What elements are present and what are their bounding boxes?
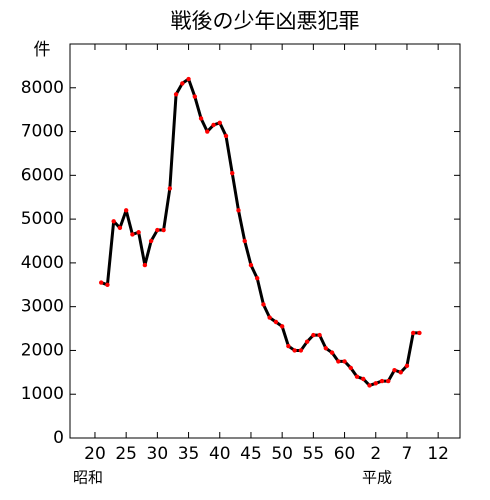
data-point <box>130 232 135 237</box>
data-point <box>248 262 254 268</box>
y-tick-label: 1000 <box>21 384 64 404</box>
data-line <box>100 77 420 387</box>
data-point <box>292 348 297 353</box>
data-point <box>198 116 204 121</box>
era-label: 昭和 <box>73 469 103 487</box>
data-point <box>211 122 216 128</box>
data-point <box>180 81 185 86</box>
data-point <box>361 376 366 382</box>
data-point <box>255 276 260 281</box>
data-point <box>148 238 154 244</box>
x-tick-label: 12 <box>427 444 449 464</box>
data-point <box>161 227 166 233</box>
data-point <box>155 227 160 233</box>
x-tick-label: 35 <box>178 444 200 464</box>
y-tick-label: 3000 <box>21 297 64 317</box>
data-point <box>267 315 272 320</box>
x-tick-label: 2 <box>370 444 381 464</box>
x-tick-label: 7 <box>402 444 413 464</box>
data-point <box>223 133 229 139</box>
data-point <box>242 238 247 244</box>
data-point <box>329 350 335 355</box>
era-label: 平成 <box>362 469 392 487</box>
data-point <box>136 230 141 235</box>
x-tick-label: 30 <box>147 444 169 464</box>
data-point <box>111 219 116 224</box>
data-point <box>236 208 241 213</box>
x-tick-label: 20 <box>84 444 106 464</box>
data-point <box>354 374 360 379</box>
x-tick-label: 50 <box>271 444 293 464</box>
x-tick-label: 55 <box>303 444 325 464</box>
data-point <box>230 170 235 176</box>
data-point <box>192 94 197 99</box>
data-point <box>117 225 123 231</box>
data-point <box>317 332 322 338</box>
data-point <box>379 378 385 384</box>
data-point <box>279 324 285 329</box>
y-tick-label: 5000 <box>21 209 64 229</box>
data-point <box>411 330 416 336</box>
data-point <box>373 381 378 386</box>
x-tick-label: 45 <box>240 444 262 464</box>
data-point <box>123 208 129 213</box>
data-point <box>417 330 422 336</box>
data-point <box>304 339 310 344</box>
data-point <box>348 365 353 371</box>
data-point <box>286 343 291 349</box>
data-point <box>142 262 148 268</box>
y-tick-label: 6000 <box>21 165 64 185</box>
data-point <box>404 363 410 368</box>
x-tick-label: 60 <box>334 444 356 464</box>
data-point <box>386 378 391 384</box>
data-point <box>398 370 403 375</box>
data-point <box>336 359 341 364</box>
data-point <box>99 280 104 285</box>
data-point <box>342 359 347 364</box>
y-tick-label: 0 <box>53 428 64 448</box>
x-tick-label: 40 <box>209 444 231 464</box>
data-point <box>217 120 222 126</box>
data-point <box>273 319 279 325</box>
data-point <box>205 129 210 134</box>
y-tick-label: 4000 <box>21 253 64 273</box>
data-point <box>173 92 179 97</box>
x-tick-label: 25 <box>115 444 137 464</box>
data-point <box>367 383 372 388</box>
data-point <box>186 76 191 82</box>
y-tick-label: 7000 <box>21 122 64 142</box>
y-axis-label: 件 <box>34 40 51 60</box>
chart-title: 戦後の少年凶悪犯罪 <box>171 9 360 33</box>
data-point <box>167 186 173 191</box>
data-point <box>392 367 397 373</box>
data-point <box>298 348 304 353</box>
data-point <box>311 332 316 338</box>
y-tick-label: 2000 <box>21 340 64 360</box>
plot-frame <box>69 43 461 439</box>
data-point <box>105 282 110 287</box>
data-point <box>323 346 329 351</box>
data-point <box>261 302 266 307</box>
y-tick-label: 8000 <box>21 78 64 98</box>
